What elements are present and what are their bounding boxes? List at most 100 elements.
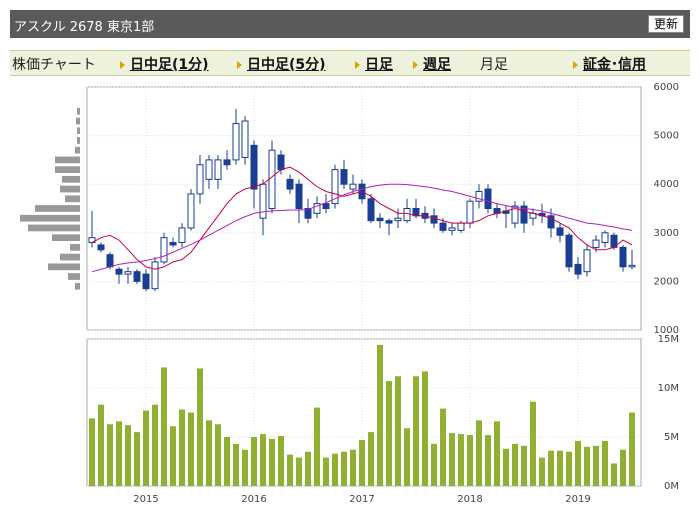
tab-label: 日中足(5分) [247, 57, 326, 73]
volume-bar [566, 451, 572, 486]
volume-bar [134, 432, 140, 486]
candle-body [250, 144, 258, 190]
volume-bar [278, 436, 284, 486]
candle-body [322, 203, 330, 209]
y-tick-label: 3000 [654, 228, 679, 239]
candle-body [106, 254, 114, 268]
volume-bar [413, 376, 419, 486]
volume-bar [296, 457, 302, 486]
candle-body [511, 205, 519, 224]
candle-body [457, 222, 465, 231]
candle-body [448, 227, 456, 231]
volume-bar [467, 435, 473, 486]
tab-label: 日足 [365, 57, 393, 73]
y-tick-label: 5000 [654, 131, 679, 142]
volume-bar [548, 450, 554, 486]
tab-arrow [237, 61, 242, 69]
candle-body [277, 154, 285, 171]
volume-bar [179, 409, 185, 486]
candle-body [430, 215, 438, 224]
candle-body [466, 200, 474, 224]
candle-body [196, 164, 204, 195]
candle-body [241, 120, 249, 158]
volume-bar [107, 424, 113, 486]
volume-bar [215, 424, 221, 486]
x-tick-label: 2016 [241, 494, 266, 505]
volume-profile-bar [68, 273, 80, 280]
volume-bar [152, 404, 158, 486]
volume-bar [485, 435, 491, 486]
candle-body [178, 227, 186, 244]
volume-bar [125, 425, 131, 486]
candle-body [169, 242, 177, 246]
refresh-button[interactable]: 更新 [647, 15, 684, 33]
candle-body [151, 261, 159, 290]
volume-profile-bar [75, 282, 80, 290]
volume-bar [116, 421, 122, 486]
volume-bar [440, 408, 446, 486]
candle-body [295, 183, 303, 209]
volume-bar [377, 344, 383, 486]
volume-profile-bar [65, 195, 80, 203]
volume-bar [584, 446, 590, 486]
tab: 月足 [480, 54, 508, 74]
volume-profile-bar [28, 224, 80, 232]
candle-body [232, 122, 240, 161]
tab-label: 月足 [480, 57, 508, 73]
y-tick-label: 5M [664, 432, 679, 443]
candle-body [133, 271, 141, 282]
tab[interactable]: 日足 [355, 54, 393, 74]
tab[interactable]: 証金･信用 [573, 54, 646, 74]
volume-bar [170, 426, 176, 486]
candle-body [619, 246, 627, 268]
tab[interactable]: 日中足(1分) [120, 54, 209, 74]
volume-profile-bar [77, 107, 80, 115]
candle-body [331, 169, 339, 205]
volume-bar [197, 368, 203, 486]
volume-bar [233, 443, 239, 486]
volume-bar [89, 418, 95, 486]
volume-profile-bar [62, 175, 80, 183]
tab[interactable]: 週足 [413, 54, 451, 74]
volume-bar [251, 437, 257, 486]
candle-body [259, 183, 267, 219]
candle-body [160, 237, 168, 263]
candle-body [484, 188, 492, 209]
volume-bar [224, 437, 230, 486]
volume-bar [458, 434, 464, 486]
volume-bar [188, 412, 194, 486]
candle-body [304, 208, 312, 219]
volume-bar [359, 439, 365, 486]
volume-bar [206, 420, 212, 486]
candle-body [547, 215, 555, 229]
tab-label: 日中足(1分) [130, 57, 209, 73]
candle-body [439, 222, 447, 231]
volume-profile-bar [20, 214, 80, 222]
tab-arrow [120, 61, 125, 69]
candle-body [115, 268, 123, 275]
y-tick-label: 6000 [654, 82, 679, 93]
candle-body [574, 263, 582, 275]
volume-profile-bar [52, 234, 80, 242]
tab[interactable]: 日中足(5分) [237, 54, 326, 74]
candle-body [565, 234, 573, 268]
volume-bar [494, 421, 500, 486]
volume-bar [161, 367, 167, 486]
tab-arrow [355, 61, 360, 69]
candle-body [286, 178, 294, 190]
candle-body [187, 193, 195, 229]
candle-body [556, 227, 564, 236]
y-tick-label: 15M [658, 334, 679, 345]
candle-body [394, 217, 402, 222]
volume-profile-bar [70, 244, 80, 251]
volume-bar [422, 371, 428, 486]
candle-body [385, 220, 393, 224]
volume-bar [512, 443, 518, 486]
volume-bar [350, 449, 356, 486]
candle-body [142, 273, 150, 290]
volume-profile-bar [55, 166, 80, 173]
volume-profile-bar [35, 205, 80, 212]
volume-profile-bar [55, 156, 80, 164]
